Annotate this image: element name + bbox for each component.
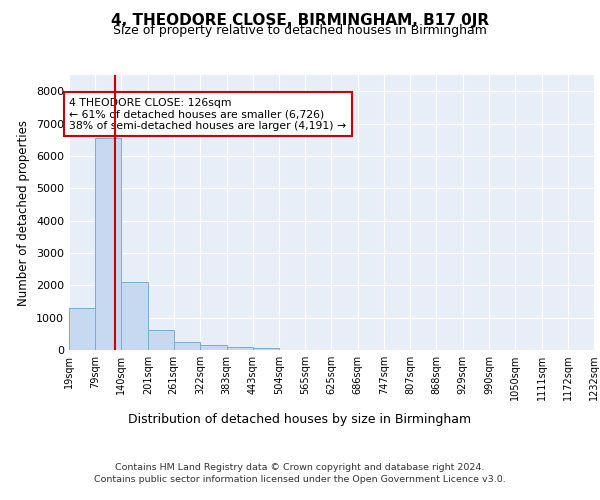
Text: Size of property relative to detached houses in Birmingham: Size of property relative to detached ho…	[113, 24, 487, 37]
Bar	[121, 282, 148, 350]
Bar	[69, 308, 95, 350]
Y-axis label: Number of detached properties: Number of detached properties	[17, 120, 31, 306]
Bar	[253, 348, 279, 350]
Bar	[227, 347, 253, 350]
Text: Contains public sector information licensed under the Open Government Licence v3: Contains public sector information licen…	[94, 475, 506, 484]
Bar	[148, 330, 174, 350]
Text: 4, THEODORE CLOSE, BIRMINGHAM, B17 0JR: 4, THEODORE CLOSE, BIRMINGHAM, B17 0JR	[111, 12, 489, 28]
Bar	[174, 342, 200, 350]
Bar	[95, 138, 121, 350]
Text: Distribution of detached houses by size in Birmingham: Distribution of detached houses by size …	[128, 412, 472, 426]
Bar	[200, 346, 227, 350]
Text: Contains HM Land Registry data © Crown copyright and database right 2024.: Contains HM Land Registry data © Crown c…	[115, 462, 485, 471]
Text: 4 THEODORE CLOSE: 126sqm
← 61% of detached houses are smaller (6,726)
38% of sem: 4 THEODORE CLOSE: 126sqm ← 61% of detach…	[69, 98, 346, 131]
